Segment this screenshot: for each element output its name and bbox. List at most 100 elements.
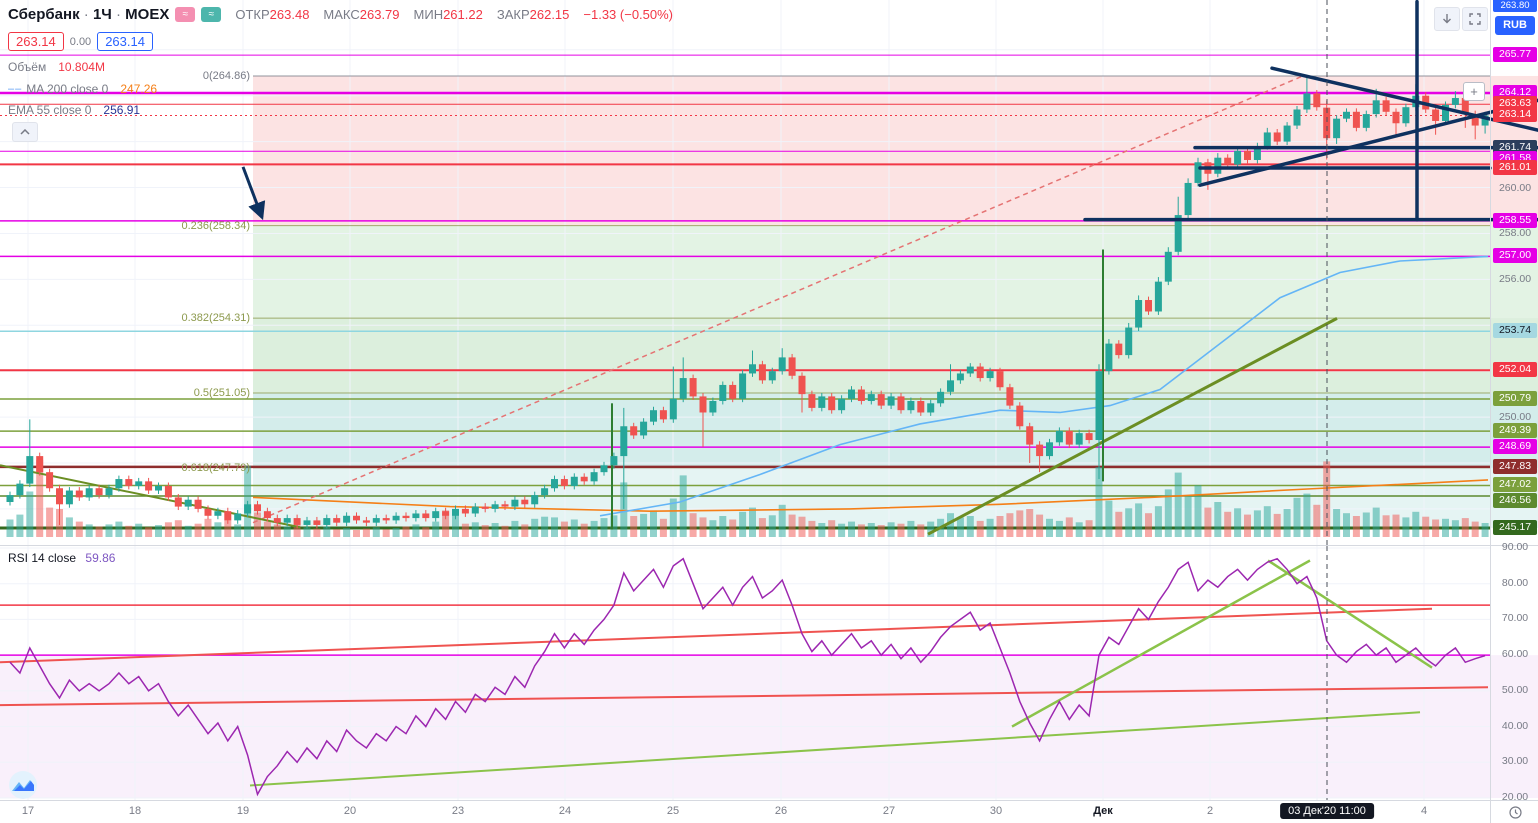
fib-level-label: 0.382(254.31) bbox=[181, 312, 251, 325]
sell-button[interactable]: 263.14 bbox=[8, 32, 64, 51]
price-scale-badge: 263.14 bbox=[1493, 107, 1537, 123]
fullscreen-button[interactable] bbox=[1462, 7, 1488, 31]
fib-level-label: 0.5(251.05) bbox=[193, 386, 250, 399]
currency-button[interactable]: RUB bbox=[1495, 16, 1535, 35]
rsi-scale-tick: 90.00 bbox=[1501, 541, 1529, 553]
time-axis-label: 18 bbox=[128, 805, 142, 817]
teal-indicator-icon[interactable]: ≈ bbox=[201, 7, 222, 22]
time-axis-label: 20 bbox=[343, 805, 357, 817]
rsi-label: RSI 14 close bbox=[8, 551, 77, 565]
volume-value: 10.804M bbox=[58, 60, 105, 74]
time-axis-label: 27 bbox=[882, 805, 896, 817]
scroll-down-button[interactable] bbox=[1434, 7, 1460, 31]
ma-legend-dash-icon: – – bbox=[8, 83, 21, 95]
time-axis-label: 23 bbox=[451, 805, 465, 817]
price-scale-badge: 245.17 bbox=[1493, 519, 1537, 535]
clock-icon bbox=[1508, 805, 1522, 819]
arrow-down-icon bbox=[1443, 14, 1451, 24]
price-scale-badge: 257.00 bbox=[1493, 248, 1537, 264]
volume-bars bbox=[6, 460, 1489, 537]
price-scale-badge: 247.83 bbox=[1493, 458, 1537, 474]
pink-indicator-icon[interactable]: ≈ bbox=[175, 7, 196, 22]
tradingview-logo[interactable] bbox=[8, 770, 38, 800]
symbol-title[interactable]: Сбербанк · 1Ч · MOEX bbox=[8, 6, 170, 23]
time-axis-label: Дек bbox=[1093, 805, 1113, 817]
interval-label: 1Ч bbox=[92, 6, 112, 23]
rsi-scale-tick: 40.00 bbox=[1501, 719, 1529, 732]
ma200-value: 247.26 bbox=[120, 82, 158, 96]
rsi-scale-tick: 50.00 bbox=[1501, 683, 1529, 696]
time-axis-label: 25 bbox=[666, 805, 680, 817]
price-scale-badge: 249.39 bbox=[1493, 423, 1537, 439]
ema55-line bbox=[599, 255, 1489, 517]
price-scale-badge: 261.74 bbox=[1493, 139, 1537, 155]
price-chart-canvas[interactable] bbox=[0, 0, 1538, 545]
fib-level-label: 0.618(247.79) bbox=[181, 461, 251, 474]
rsi-trendlines[interactable] bbox=[0, 559, 1489, 787]
price-scale-badge: 252.04 bbox=[1493, 362, 1537, 378]
ma200-row[interactable]: – – MA 200 close 0 247.26 bbox=[8, 82, 157, 96]
ema55-value: 256.91 bbox=[103, 103, 141, 117]
fib-level-label: 0(264.86) bbox=[202, 69, 250, 82]
price-scale-tick: 250.00 bbox=[1498, 411, 1532, 424]
buy-button[interactable]: 263.14 bbox=[97, 32, 153, 51]
price-scale-badge: 261.01 bbox=[1493, 160, 1537, 176]
time-axis-label: 24 bbox=[558, 805, 572, 817]
price-scale-badge: 246.56 bbox=[1493, 493, 1537, 509]
volume-row: Объём 10.804M bbox=[8, 60, 105, 74]
time-axis-label: 2 bbox=[1206, 805, 1214, 817]
rsi-scale-tick: 60.00 bbox=[1501, 648, 1529, 661]
time-axis-corner[interactable] bbox=[1490, 801, 1538, 823]
time-axis-label: 19 bbox=[236, 805, 250, 817]
rsi-line bbox=[9, 557, 1486, 797]
time-axis-label: 26 bbox=[774, 805, 788, 817]
price-scale-badge: 258.55 bbox=[1493, 212, 1537, 228]
ma200-label: MA 200 close 0 bbox=[26, 82, 109, 96]
ema55-label: EMA 55 close 0 bbox=[8, 103, 92, 117]
time-axis-label: 30 bbox=[989, 805, 1003, 817]
time-axis-label: 4 bbox=[1420, 805, 1428, 817]
time-axis-label: 17 bbox=[21, 805, 35, 817]
rsi-chart-canvas[interactable] bbox=[0, 546, 1538, 801]
symbol-name: Сбербанк bbox=[8, 6, 80, 23]
ohlc-close: ЗАКР262.15 bbox=[496, 7, 570, 22]
price-grid bbox=[0, 0, 1490, 545]
collapse-panel-button[interactable] bbox=[12, 122, 38, 142]
rsi-scale-tick: 70.00 bbox=[1501, 612, 1529, 625]
down-arrow-drawing bbox=[241, 166, 266, 221]
ema55-row[interactable]: EMA 55 close 0 256.91 bbox=[8, 103, 140, 117]
rsi-scale-tick: 30.00 bbox=[1501, 755, 1529, 768]
price-scale-badge: 265.77 bbox=[1493, 47, 1537, 63]
rsi-header[interactable]: RSI 14 close 59.86 bbox=[8, 551, 115, 565]
crosshair-time-badge: 03 Дек'20 11:00 bbox=[1280, 803, 1374, 819]
add-alert-button[interactable]: + bbox=[1463, 82, 1485, 101]
rsi-scale-tick: 80.00 bbox=[1501, 576, 1529, 589]
fib-bands bbox=[253, 75, 1538, 528]
rsi-value: 59.86 bbox=[85, 551, 116, 565]
price-scale-tick: 258.00 bbox=[1498, 227, 1532, 240]
time-axis[interactable]: 03 Дек'20 11:00 17 18 19 20 23 24 25 26 27 30 Дек 2… bbox=[0, 800, 1538, 823]
fib-level-label: 0.236(258.34) bbox=[181, 219, 251, 232]
trendlines[interactable] bbox=[0, 74, 1338, 536]
ohlc-high: МАКС263.79 bbox=[323, 7, 400, 22]
bid-ask-row: 263.14 0.00 263.14 bbox=[8, 32, 153, 51]
price-scale-tick: 256.00 bbox=[1498, 273, 1532, 286]
fullscreen-icon bbox=[1469, 13, 1481, 25]
ohlc-low: МИН261.22 bbox=[413, 7, 483, 22]
top-price-badge: 263.80 bbox=[1493, 0, 1537, 12]
price-scale-badge: 250.79 bbox=[1493, 390, 1537, 406]
price-scale-badge: 253.74 bbox=[1493, 323, 1537, 339]
volume-label: Объём bbox=[8, 60, 47, 74]
triangle-pattern-drawing[interactable] bbox=[241, 0, 1538, 222]
price-scale-badge: 247.02 bbox=[1493, 477, 1537, 493]
spread-value: 0.00 bbox=[69, 35, 92, 48]
rsi-panel[interactable] bbox=[0, 545, 1538, 801]
plus-icon: + bbox=[1470, 84, 1478, 99]
price-scale[interactable]: 263.80 RUB 260.00 258.00 256.00 250.00 265.7… bbox=[1490, 0, 1538, 803]
symbol-header: Сбербанк · 1Ч · MOEX ≈ ≈ ОТКР263.48 МАКС… bbox=[8, 6, 673, 23]
logo-icon bbox=[9, 771, 37, 799]
price-panel[interactable]: Сбербанк · 1Ч · MOEX ≈ ≈ ОТКР263.48 МАКС… bbox=[0, 0, 1538, 545]
ohlc-open: ОТКР263.48 bbox=[235, 7, 310, 22]
price-scale-tick: 260.00 bbox=[1498, 181, 1532, 194]
